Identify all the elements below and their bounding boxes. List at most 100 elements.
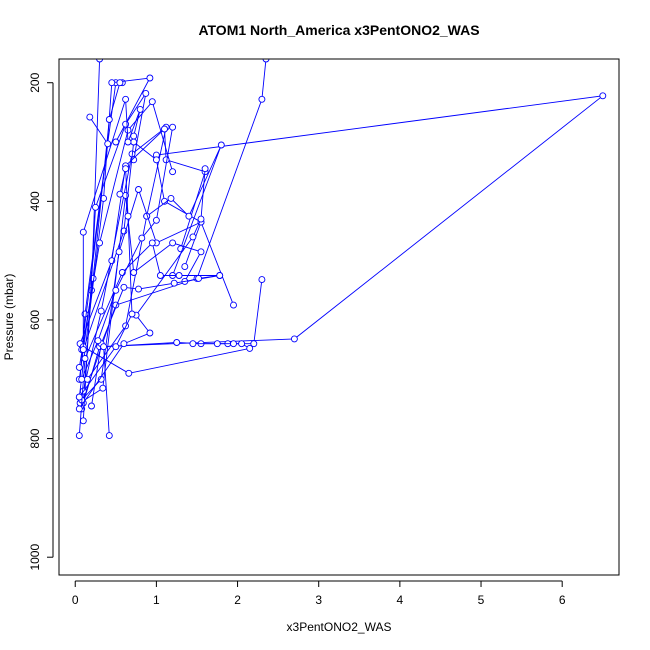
- data-point: [75, 405, 83, 413]
- data-point: [100, 343, 108, 351]
- data-point: [258, 276, 266, 284]
- y-tick-label: 1000: [28, 544, 42, 571]
- data-point: [120, 283, 128, 291]
- y-tick-label: 800: [28, 428, 42, 448]
- data-point: [169, 123, 177, 131]
- series-line: [81, 127, 174, 380]
- data-point: [97, 307, 105, 315]
- data-point: [148, 239, 156, 247]
- data-point: [124, 126, 132, 134]
- data-point: [78, 375, 86, 383]
- data-point: [115, 248, 123, 256]
- x-axis-label: x3PentONO2_WAS: [287, 620, 392, 634]
- data-point: [75, 363, 83, 371]
- data-point: [148, 98, 156, 106]
- data-point: [167, 194, 175, 202]
- x-axis: 0 1 2 3 4 5 6: [72, 580, 566, 607]
- data-point: [130, 269, 138, 276]
- data-point: [142, 89, 150, 97]
- data-point: [262, 59, 270, 63]
- data-point: [146, 74, 154, 82]
- data-point: [175, 272, 183, 279]
- data-point: [116, 190, 124, 198]
- series-line: [83, 343, 251, 374]
- y-tick-label: 600: [28, 310, 42, 330]
- series-line: [82, 99, 141, 350]
- data-point: [152, 216, 160, 224]
- data-point: [112, 343, 120, 351]
- data-point: [135, 186, 142, 193]
- data-point: [217, 141, 225, 149]
- data-point: [169, 168, 177, 176]
- x-tick-label: 2: [234, 593, 241, 607]
- x-tick-label: 3: [315, 593, 322, 607]
- data-point: [99, 384, 107, 392]
- y-tick-label: 200: [28, 72, 42, 92]
- data-point: [201, 165, 209, 173]
- data-point: [290, 335, 298, 343]
- data-point: [124, 212, 132, 220]
- series-line: [78, 168, 133, 398]
- data-point: [152, 156, 160, 164]
- data-point: [116, 79, 124, 87]
- chart-title: ATOM1 North_America x3PentONO2_WAS: [198, 22, 479, 38]
- data-point: [122, 165, 130, 173]
- data-point: [105, 432, 113, 440]
- data-point: [197, 248, 205, 256]
- data-point: [181, 263, 189, 271]
- data-point: [92, 203, 99, 211]
- series-line: [103, 279, 263, 436]
- data-point: [130, 132, 138, 140]
- data-point: [250, 340, 258, 348]
- data-point: [213, 340, 221, 348]
- data-point: [128, 310, 136, 318]
- data-point: [86, 113, 94, 121]
- data-point: [599, 92, 607, 100]
- x-tick-label: 5: [478, 593, 485, 607]
- data-point: [122, 120, 130, 128]
- data-point: [189, 340, 197, 348]
- x-tick-label: 0: [72, 593, 79, 607]
- data-point: [81, 355, 89, 362]
- data-point: [83, 375, 91, 383]
- x-tick-label: 1: [153, 593, 160, 607]
- data-point: [146, 329, 154, 337]
- data-point: [230, 301, 237, 309]
- data-point: [170, 279, 178, 287]
- data-point: [120, 340, 128, 348]
- data-point: [135, 285, 142, 293]
- x-tick-label: 4: [397, 593, 404, 607]
- y-tick-label: 400: [28, 191, 42, 211]
- data-point: [79, 417, 87, 425]
- data-point: [161, 125, 168, 133]
- data-point: [108, 79, 116, 87]
- x-tick-label: 6: [559, 593, 566, 607]
- plot-frame: [58, 58, 620, 576]
- data-point: [122, 95, 130, 103]
- data-point: [112, 286, 120, 294]
- data-point: [125, 369, 133, 377]
- data-point: [112, 138, 120, 146]
- data-point: [189, 233, 197, 241]
- y-axis-label: Pressure (mbar): [2, 274, 16, 361]
- data-point: [79, 346, 87, 354]
- data-point: [169, 239, 177, 247]
- data-point: [162, 156, 170, 164]
- data-point: [238, 340, 246, 348]
- data-point: [88, 402, 95, 410]
- data-point: [138, 234, 146, 242]
- data-point: [258, 95, 266, 103]
- data-point: [230, 340, 237, 348]
- data-point: [96, 239, 104, 247]
- series-line: [80, 59, 267, 407]
- data-point: [122, 322, 130, 330]
- data-point: [124, 138, 132, 146]
- data-point: [185, 212, 193, 220]
- y-axis: 200 400 600 800 1000: [28, 72, 54, 571]
- data-point: [75, 393, 83, 401]
- data-point: [75, 432, 83, 440]
- data-point: [122, 191, 130, 199]
- data-point: [136, 105, 144, 113]
- data-point: [104, 140, 112, 148]
